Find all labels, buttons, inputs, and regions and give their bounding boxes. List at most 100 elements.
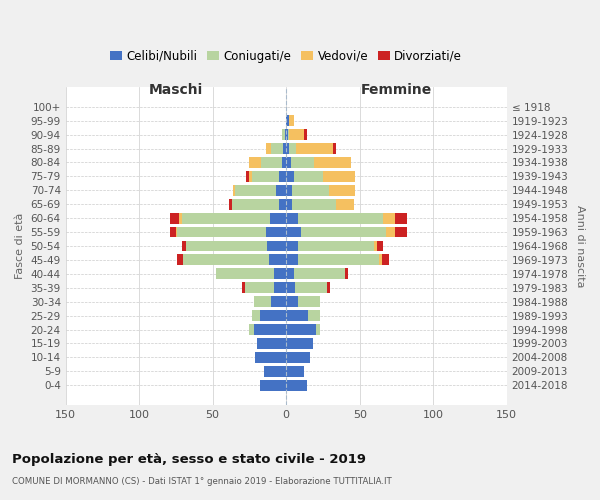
Bar xyxy=(250,324,254,335)
Bar xyxy=(286,157,290,168)
Bar xyxy=(292,185,329,196)
Bar xyxy=(261,157,282,168)
Bar xyxy=(286,143,289,154)
Bar xyxy=(374,240,377,252)
Bar xyxy=(274,268,286,280)
Bar xyxy=(247,171,250,182)
Bar xyxy=(293,268,345,280)
Bar xyxy=(298,254,379,266)
Bar xyxy=(286,310,308,321)
Bar xyxy=(256,352,286,363)
Bar xyxy=(266,143,271,154)
Bar xyxy=(179,212,182,224)
Bar xyxy=(232,199,279,209)
Bar xyxy=(286,115,289,126)
Bar xyxy=(286,226,301,237)
Bar xyxy=(266,226,286,237)
Bar xyxy=(395,212,407,224)
Bar xyxy=(176,226,178,237)
Bar xyxy=(182,212,270,224)
Bar xyxy=(254,296,271,307)
Text: Femmine: Femmine xyxy=(361,83,432,97)
Bar xyxy=(304,129,307,140)
Bar xyxy=(270,212,286,224)
Bar xyxy=(215,268,274,280)
Text: Maschi: Maschi xyxy=(149,83,203,97)
Bar xyxy=(178,226,266,237)
Bar xyxy=(316,324,320,335)
Legend: Celibi/Nubili, Coniugati/e, Vedovi/e, Divorziati/e: Celibi/Nubili, Coniugati/e, Vedovi/e, Di… xyxy=(106,45,467,68)
Bar xyxy=(377,240,383,252)
Y-axis label: Fasce di età: Fasce di età xyxy=(15,213,25,279)
Bar xyxy=(233,185,235,196)
Bar xyxy=(285,129,286,140)
Bar xyxy=(286,380,307,390)
Bar xyxy=(286,366,304,376)
Bar xyxy=(298,240,374,252)
Y-axis label: Anni di nascita: Anni di nascita xyxy=(575,204,585,287)
Bar xyxy=(395,226,407,237)
Bar xyxy=(308,310,320,321)
Bar xyxy=(287,129,289,140)
Bar xyxy=(286,240,298,252)
Bar xyxy=(286,185,292,196)
Bar xyxy=(250,157,261,168)
Bar xyxy=(279,199,286,209)
Bar xyxy=(271,143,283,154)
Bar xyxy=(260,380,286,390)
Bar xyxy=(314,157,351,168)
Bar xyxy=(328,282,331,293)
Text: Popolazione per età, sesso e stato civile - 2019: Popolazione per età, sesso e stato civil… xyxy=(12,452,366,466)
Bar xyxy=(274,282,286,293)
Bar xyxy=(286,254,298,266)
Bar xyxy=(301,226,386,237)
Bar xyxy=(253,171,279,182)
Bar xyxy=(186,240,267,252)
Bar xyxy=(345,268,348,280)
Bar xyxy=(290,157,314,168)
Bar xyxy=(286,296,298,307)
Bar xyxy=(286,129,287,140)
Bar xyxy=(386,226,395,237)
Bar xyxy=(286,352,310,363)
Bar xyxy=(269,254,286,266)
Bar xyxy=(253,310,260,321)
Text: COMUNE DI MORMANNO (CS) - Dati ISTAT 1° gennaio 2019 - Elaborazione TUTTITALIA.I: COMUNE DI MORMANNO (CS) - Dati ISTAT 1° … xyxy=(12,478,392,486)
Bar xyxy=(260,310,286,321)
Bar xyxy=(379,254,382,266)
Bar xyxy=(242,282,245,293)
Bar xyxy=(178,254,183,266)
Bar xyxy=(286,171,293,182)
Bar xyxy=(170,212,179,224)
Bar xyxy=(292,199,336,209)
Bar xyxy=(286,282,295,293)
Bar xyxy=(229,199,232,209)
Bar xyxy=(286,268,293,280)
Bar xyxy=(382,254,389,266)
Bar xyxy=(254,324,286,335)
Bar xyxy=(267,240,286,252)
Bar xyxy=(289,129,304,140)
Bar xyxy=(295,282,328,293)
Bar xyxy=(264,366,286,376)
Bar xyxy=(286,338,313,349)
Bar xyxy=(286,199,292,209)
Bar xyxy=(293,171,323,182)
Bar xyxy=(333,143,336,154)
Bar xyxy=(286,324,316,335)
Bar xyxy=(276,185,286,196)
Bar xyxy=(245,282,274,293)
Bar xyxy=(296,143,333,154)
Bar xyxy=(279,171,286,182)
Bar xyxy=(298,296,320,307)
Bar xyxy=(289,143,296,154)
Bar xyxy=(170,226,176,237)
Bar xyxy=(336,199,354,209)
Bar xyxy=(383,212,395,224)
Bar xyxy=(298,212,383,224)
Bar xyxy=(257,338,286,349)
Bar xyxy=(282,129,285,140)
Bar xyxy=(282,157,286,168)
Bar xyxy=(182,240,186,252)
Bar xyxy=(323,171,355,182)
